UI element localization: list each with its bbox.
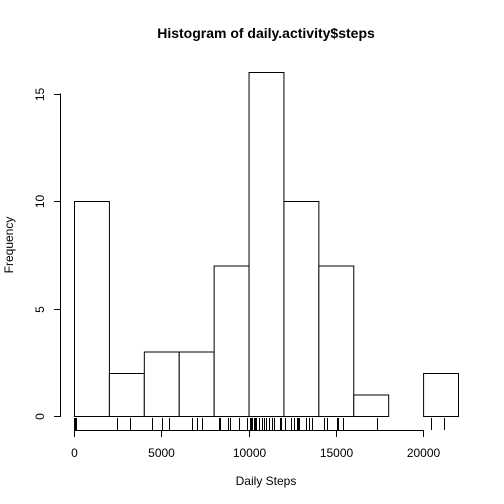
x-axis-label: Daily Steps xyxy=(236,474,297,488)
y-axis: 0 5 10 15 xyxy=(33,88,61,420)
y-axis-label: Frequency xyxy=(2,217,16,274)
y-tick-label: 5 xyxy=(33,306,47,313)
histogram-bar xyxy=(213,265,250,417)
x-tick-label: 5000 xyxy=(148,446,175,460)
histogram-bar xyxy=(143,351,180,417)
x-tick-label: 0 xyxy=(71,446,78,460)
rug-group xyxy=(74,418,445,430)
histogram-bar xyxy=(318,265,355,417)
bars-group xyxy=(74,72,460,417)
x-tick-label: 15000 xyxy=(320,446,354,460)
x-axis: 0 5000 10000 15000 20000 xyxy=(71,430,441,460)
x-tick-label: 10000 xyxy=(233,446,267,460)
histogram-bar xyxy=(283,201,320,417)
histogram-bar xyxy=(178,351,215,417)
x-tick-label: 20000 xyxy=(407,446,441,460)
y-tick-label: 0 xyxy=(33,413,47,420)
histogram-bar xyxy=(248,72,285,417)
histogram-bar xyxy=(74,201,110,417)
y-tick-label: 10 xyxy=(33,195,47,209)
histogram-bar xyxy=(353,394,390,417)
histogram-bar xyxy=(423,373,460,417)
histogram-bar xyxy=(108,373,145,417)
chart-title: Histogram of daily.activity$steps xyxy=(157,25,375,41)
y-tick-label: 15 xyxy=(33,88,47,102)
